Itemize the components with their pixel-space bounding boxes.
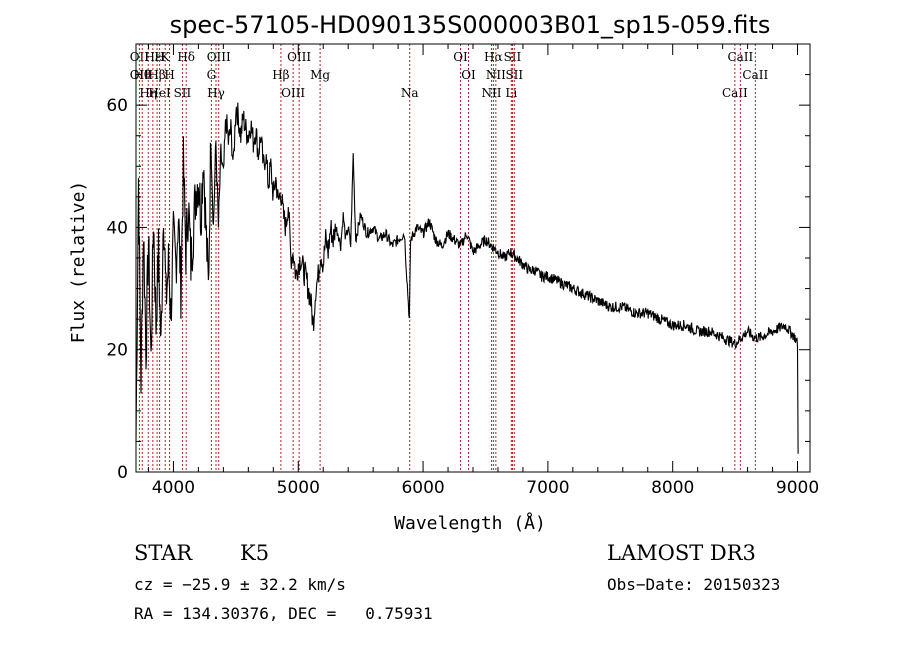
line-marker-label: OII: [130, 50, 150, 64]
y-tick-label: 20: [106, 341, 128, 361]
y-axis-label: Flux (relative): [68, 181, 89, 344]
redshift-velocity: cz = −25.9 ± 32.2 km/s: [134, 575, 346, 594]
line-marker-label: Li: [505, 86, 517, 100]
y-tick-label: 40: [106, 218, 128, 238]
y-tick-label: 60: [106, 96, 128, 116]
sky-coordinates: RA = 134.30376, DEC = 0.75931: [134, 604, 433, 623]
x-tick-label: 4000: [152, 478, 195, 498]
line-marker-label: Hα: [484, 50, 503, 64]
x-tick-label: 5000: [277, 478, 320, 498]
survey-release: LAMOST DR3: [607, 541, 756, 565]
x-axis-label: Wavelength (Å): [394, 512, 546, 534]
line-marker-label: OIII: [281, 86, 305, 100]
line-marker-label: K: [161, 50, 171, 64]
line-marker-label: Mg: [310, 68, 330, 82]
y-tick-label: 0: [117, 463, 128, 483]
line-marker-label: Na: [401, 86, 419, 100]
emission-line-markers: OIIOIIHθHηHεHβHeIHKHSIIHδGHγOIIIHβOIIIOI…: [130, 44, 768, 472]
plot-frame: [135, 43, 811, 473]
line-marker-label: CaII: [742, 68, 768, 82]
x-tick-label: 6000: [401, 478, 444, 498]
line-marker-label: SII: [504, 50, 522, 64]
line-marker-label: Hδ: [177, 50, 195, 64]
line-marker-label: Hβ: [148, 68, 165, 82]
line-marker-label: OI: [453, 50, 468, 64]
line-marker-label: SII: [174, 86, 192, 100]
line-marker-label: OIII: [287, 50, 311, 64]
line-marker-label: SII: [505, 68, 523, 82]
line-marker-label: H: [154, 50, 164, 64]
spectrum-line: [135, 102, 799, 454]
object-subclass: K5: [240, 541, 270, 565]
line-marker-label: OIII: [207, 50, 231, 64]
line-marker-label: G: [207, 68, 217, 82]
spectrum-series: [135, 102, 799, 454]
line-marker-label: CaII: [727, 50, 753, 64]
x-tick-label: 7000: [526, 478, 569, 498]
line-marker-label: CaII: [722, 86, 748, 100]
line-marker-label: NII: [486, 68, 506, 82]
x-tick-label: 8000: [651, 478, 694, 498]
line-marker-label: OI: [461, 68, 476, 82]
line-marker-label: Hβ: [272, 68, 289, 82]
line-marker-label: Hθ: [133, 68, 151, 82]
observation-date: Obs−Date: 20150323: [607, 575, 781, 594]
line-marker-label: Hγ: [207, 86, 225, 100]
chart-title: spec-57105-HD090135S000003B01_sp15-059.f…: [170, 11, 771, 39]
x-tick-label: 9000: [776, 478, 819, 498]
line-marker-label: NII: [481, 86, 501, 100]
object-class: STAR: [134, 541, 193, 565]
line-marker-label: HeI: [148, 86, 171, 100]
plot-axes: 4000 5000 6000 7000 8000 9000 0 20 40 60: [106, 43, 819, 498]
line-marker-label: H: [164, 68, 174, 82]
